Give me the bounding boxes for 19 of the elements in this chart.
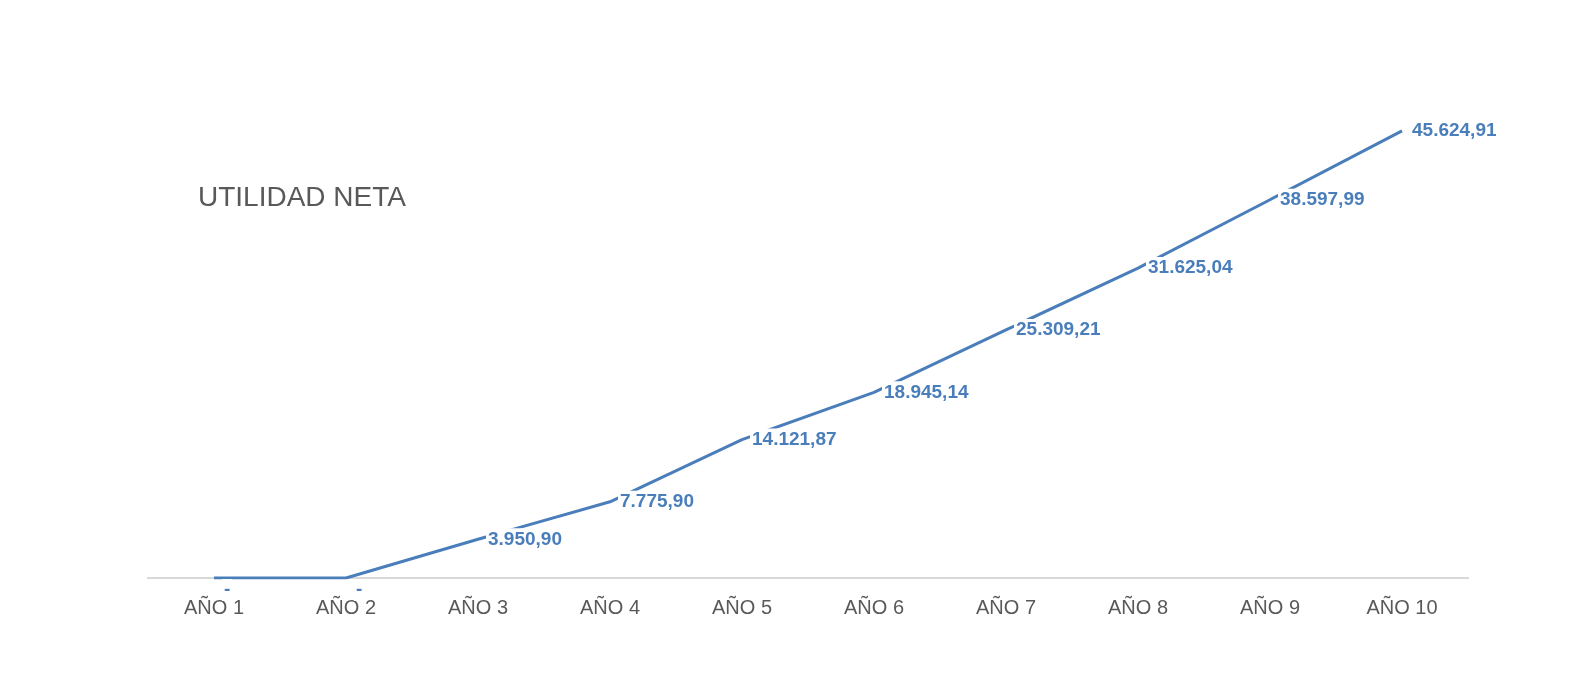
- data-label: 31.625,04: [1148, 256, 1233, 278]
- data-label: 45.624,91: [1412, 119, 1497, 141]
- data-label: 3.950,90: [488, 527, 562, 549]
- data-label: 7.775,90: [620, 490, 694, 512]
- x-tick-label: AÑO 3: [447, 594, 509, 618]
- x-tick-label: AÑO 10: [1366, 594, 1438, 618]
- x-tick-label: AÑO 8: [1107, 594, 1169, 618]
- data-label: 25.309,21: [1016, 318, 1101, 340]
- x-tick-label: AÑO 5: [711, 594, 773, 618]
- data-label: -: [356, 578, 363, 600]
- text: UTILIDAD NETA: [198, 180, 407, 212]
- data-label: 18.945,14: [884, 380, 969, 402]
- x-tick-label: AÑO 7: [975, 594, 1037, 618]
- x-tick-label: AÑO 4: [579, 594, 641, 618]
- data-label: 14.121,87: [752, 427, 837, 449]
- data-label: -: [224, 578, 231, 600]
- data-label: 38.597,99: [1280, 187, 1365, 209]
- x-tick-label: AÑO 6: [843, 594, 905, 618]
- x-tick-label: AÑO 9: [1239, 594, 1301, 618]
